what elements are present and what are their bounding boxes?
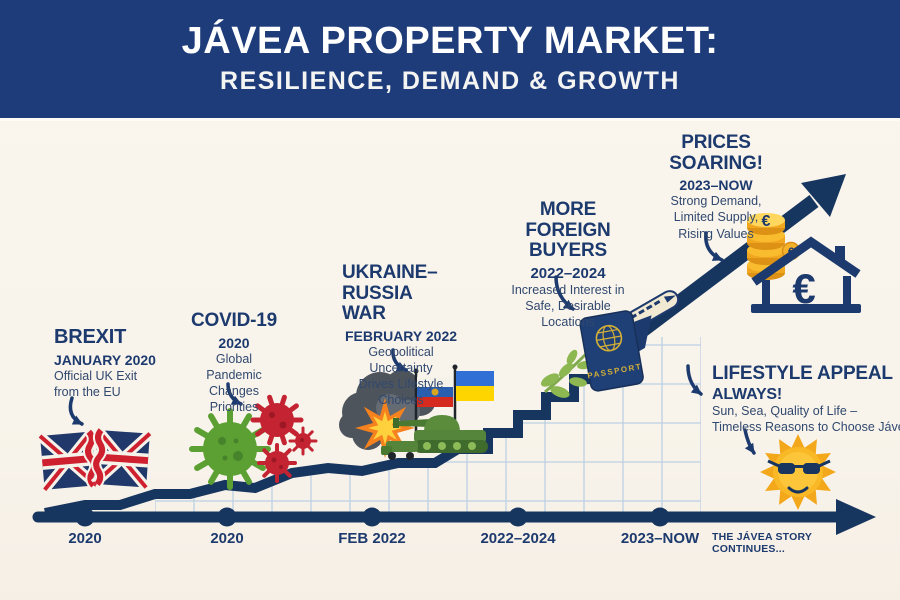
timeline-label-buyers: 2022–2024 bbox=[480, 530, 556, 547]
section-brexit: BREXIT JANUARY 2020 Official UK Exit from t… bbox=[54, 326, 166, 400]
section-date: JANUARY 2020 bbox=[54, 351, 156, 368]
section-title: COVID-19 bbox=[190, 310, 278, 331]
section-covid: COVID-19 2020 Global Pandemic Changes Prior… bbox=[188, 310, 280, 416]
section-desc: Strong Demand, bbox=[670, 194, 762, 209]
timeline-dot bbox=[362, 507, 382, 527]
euro-house-icon: € bbox=[751, 236, 861, 313]
sun-sunglasses-icon bbox=[760, 434, 836, 510]
timeline-arrowhead-icon bbox=[836, 499, 876, 535]
timeline-label-now: 2023–NOW bbox=[620, 530, 700, 547]
section-title-2: WAR bbox=[342, 303, 386, 325]
coin-euro-symbol: € bbox=[762, 213, 771, 230]
section-title: MORE bbox=[539, 199, 597, 220]
section-desc: Global Pandemic bbox=[206, 351, 262, 382]
ukraine-flag-icon bbox=[456, 371, 494, 401]
infographic-canvas: PASSPORT € € € bbox=[32, 174, 876, 535]
truck-icon bbox=[381, 441, 418, 460]
pointer-arrow-sun bbox=[743, 428, 756, 455]
section-prices-soaring: PRICES SOARING! 2023–NOW Strong Demand, Limi… bbox=[666, 132, 766, 242]
section-desc: Rising Values bbox=[678, 226, 754, 241]
pointer-arrow-brexit bbox=[68, 396, 84, 426]
olive-branch-icon bbox=[540, 349, 593, 398]
growth-arrowhead-icon bbox=[801, 174, 846, 217]
section-desc: from the EU bbox=[54, 384, 121, 399]
section-desc: Safe, Desirable Locations bbox=[525, 299, 611, 330]
timeline-continues-text: THE JÁVEA STORY CONTINUES... bbox=[712, 531, 812, 555]
russia-flag-icon bbox=[417, 377, 453, 407]
section-date: FEBRUARY 2022 bbox=[344, 327, 458, 344]
house-euro-symbol: € bbox=[792, 265, 815, 312]
sunglasses-icon bbox=[767, 459, 831, 474]
pointer-arrow-covid bbox=[226, 382, 243, 406]
torn-uk-flag-icon bbox=[36, 426, 154, 493]
timeline-label-covid: 2020 bbox=[210, 530, 244, 547]
header-banner: JÁVEA PROPERTY MARKET: RESILIENCE, DEMAN… bbox=[0, 0, 900, 121]
section-title-2: SOARING! bbox=[669, 152, 763, 174]
section-foreign-buyers: MORE FOREIGN BUYERS 2022–2024 Increased Int… bbox=[503, 199, 633, 331]
section-desc: Sun, Sea, Quality of Life – bbox=[712, 403, 858, 418]
timeline-dot bbox=[508, 507, 528, 527]
pointer-arrow-lifestyle bbox=[686, 364, 703, 396]
section-title: UKRAINE–RUSSIA bbox=[342, 262, 438, 304]
passport-icon: PASSPORT bbox=[579, 310, 644, 392]
section-lifestyle-appeal: LIFESTYLE APPEAL ALWAYS! Sun, Sea, Quality… bbox=[712, 363, 900, 435]
pointer-arrow-prices bbox=[704, 231, 724, 262]
timeline-axis bbox=[32, 499, 876, 535]
section-desc: Geopolitical Uncertainty bbox=[368, 344, 434, 375]
section-title: BREXIT bbox=[54, 326, 127, 348]
smoke-cloud-icon bbox=[339, 370, 436, 450]
pointer-arrow-war bbox=[391, 348, 408, 372]
timeline-dot bbox=[217, 507, 237, 527]
timeline-label-war: FEB 2022 bbox=[338, 530, 406, 547]
section-date: 2020 bbox=[218, 334, 250, 351]
war-tank-icon bbox=[339, 364, 494, 460]
section-date: 2023–NOW bbox=[679, 177, 753, 194]
section-ukraine-war: UKRAINE–RUSSIA WAR FEBRUARY 2022 Geopolitic… bbox=[342, 262, 460, 409]
section-desc: Drives Lifestyle Choices bbox=[358, 377, 444, 408]
section-desc: Increased Interest in bbox=[511, 282, 625, 297]
page-title: JÁVEA PROPERTY MARKET: bbox=[181, 19, 719, 62]
pointer-arrow-buyers bbox=[554, 275, 575, 311]
section-title-2: FOREIGN BUYERS bbox=[525, 219, 611, 262]
section-desc: Limited Supply, bbox=[673, 210, 759, 225]
section-title: PRICES bbox=[681, 132, 751, 153]
section-date: 2022–2024 bbox=[530, 264, 606, 282]
section-title: LIFESTYLE APPEAL bbox=[712, 363, 893, 384]
section-desc: Official UK Exit bbox=[54, 368, 138, 383]
section-desc: Timeless Reasons to Choose Jávea bbox=[712, 420, 900, 435]
coronavirus-icons bbox=[189, 394, 318, 490]
timeline-dot bbox=[650, 507, 670, 527]
section-desc: Changes Priorities bbox=[208, 384, 260, 415]
page-subtitle: RESILIENCE, DEMAND & GROWTH bbox=[220, 67, 680, 96]
section-title-2: ALWAYS! bbox=[712, 385, 783, 403]
foreign-buyers-icons: PASSPORT bbox=[540, 290, 680, 398]
timeline-dot bbox=[75, 507, 95, 527]
timeline-label-brexit: 2020 bbox=[68, 530, 102, 547]
